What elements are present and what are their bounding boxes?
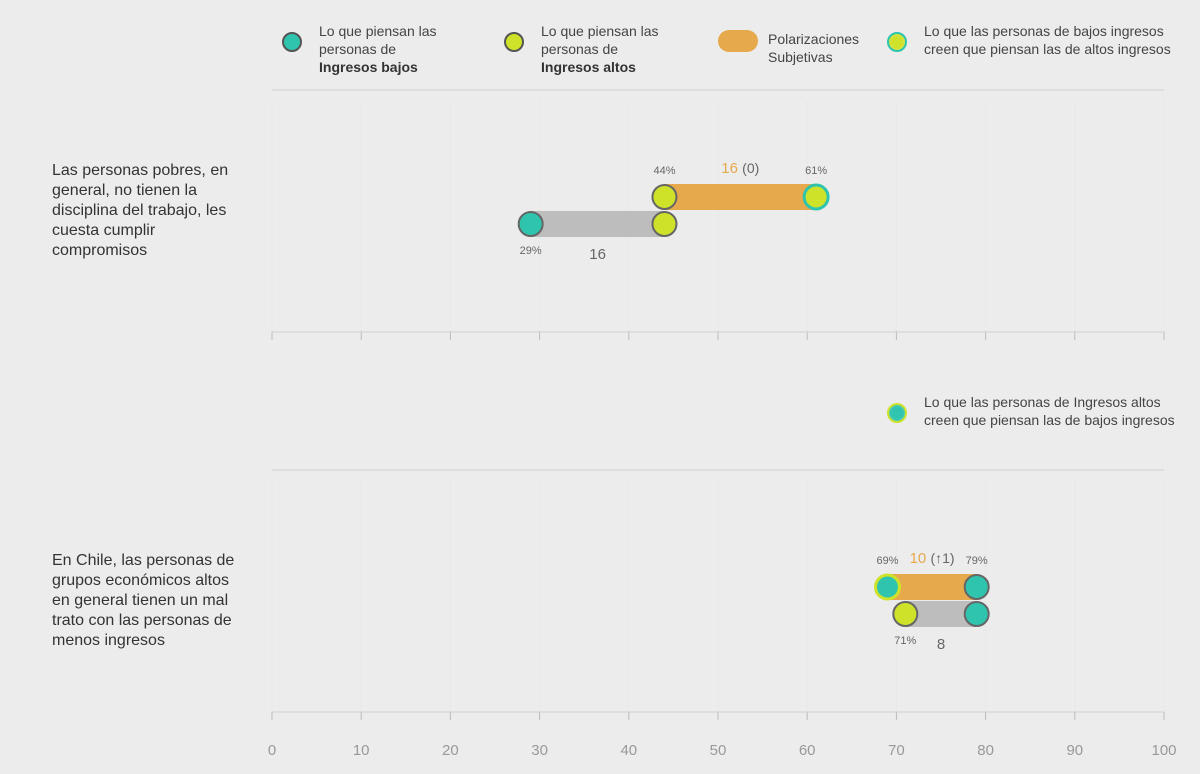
question: Las personas pobres, en general, no tien… — [52, 161, 229, 259]
legend-text: Lo que las personas de Ingresos altos cr… — [924, 394, 1175, 428]
dot-low — [517, 211, 544, 237]
legend-marker — [504, 32, 524, 52]
polarization-change: (0) — [742, 160, 759, 176]
polarization-label: 10 (↑1) — [910, 550, 955, 567]
legend-item: Lo que piensan las personas de Ingresos a… — [541, 22, 691, 76]
legend-marker — [718, 30, 758, 52]
polarization-value: 16 — [721, 160, 738, 177]
value-label: 44% — [653, 165, 675, 177]
legend-text: Lo que las personas de bajos ingresos cr… — [924, 23, 1171, 57]
legend-marker — [887, 403, 907, 423]
legend-bold: Ingresos bajos — [319, 59, 418, 75]
legend-item: Lo que piensan las personas de Ingresos b… — [319, 22, 469, 76]
x-tick-label: 100 — [1151, 742, 1176, 759]
value-label: 71% — [894, 635, 916, 647]
dot-low — [963, 574, 990, 600]
legend-item: Lo que las personas de Ingresos altos cr… — [924, 393, 1184, 429]
legend-text: Lo que piensan las personas de — [541, 23, 659, 57]
x-tick-label: 10 — [353, 742, 370, 759]
polarization-bar — [887, 574, 977, 600]
polarization-label: 16 (0) — [721, 160, 759, 177]
dot-high — [651, 211, 678, 237]
polarization-value: 10 — [910, 550, 927, 567]
legend-bold: Ingresos altos — [541, 59, 636, 75]
x-tick-label: 60 — [799, 742, 816, 759]
x-tick-label: 90 — [1066, 742, 1083, 759]
value-label: 69% — [876, 555, 898, 567]
gap-bar — [530, 211, 665, 237]
legend-marker — [282, 32, 302, 52]
polarization-bar — [664, 184, 817, 210]
x-tick-label: 80 — [977, 742, 994, 759]
legend-item: Lo que las personas de bajos ingresos cr… — [924, 22, 1184, 58]
x-tick-label: 50 — [710, 742, 727, 759]
x-tick-label: 20 — [442, 742, 459, 759]
x-tick-label: 0 — [268, 742, 276, 759]
legend-marker — [887, 32, 907, 52]
dot-low — [963, 601, 990, 627]
value-label: 29% — [520, 245, 542, 257]
value-label: 61% — [805, 165, 827, 177]
x-tick-label: 40 — [620, 742, 637, 759]
dot-perceived — [873, 573, 901, 601]
dot-high — [892, 601, 919, 627]
legend-text: Polarizaciones Subjetivas — [768, 31, 860, 65]
legend-text: Lo que piensan las personas de — [319, 23, 437, 57]
dot-perceived — [802, 183, 830, 211]
value-label: 79% — [966, 555, 988, 567]
x-tick-label: 70 — [888, 742, 905, 759]
x-tick-label: 30 — [531, 742, 548, 759]
question: En Chile, las personas de grupos económi… — [52, 551, 235, 649]
gap-label: 16 — [589, 246, 606, 263]
dot-high — [651, 184, 678, 210]
gap-label: 8 — [937, 636, 945, 653]
polarization-change: (↑1) — [930, 550, 954, 566]
